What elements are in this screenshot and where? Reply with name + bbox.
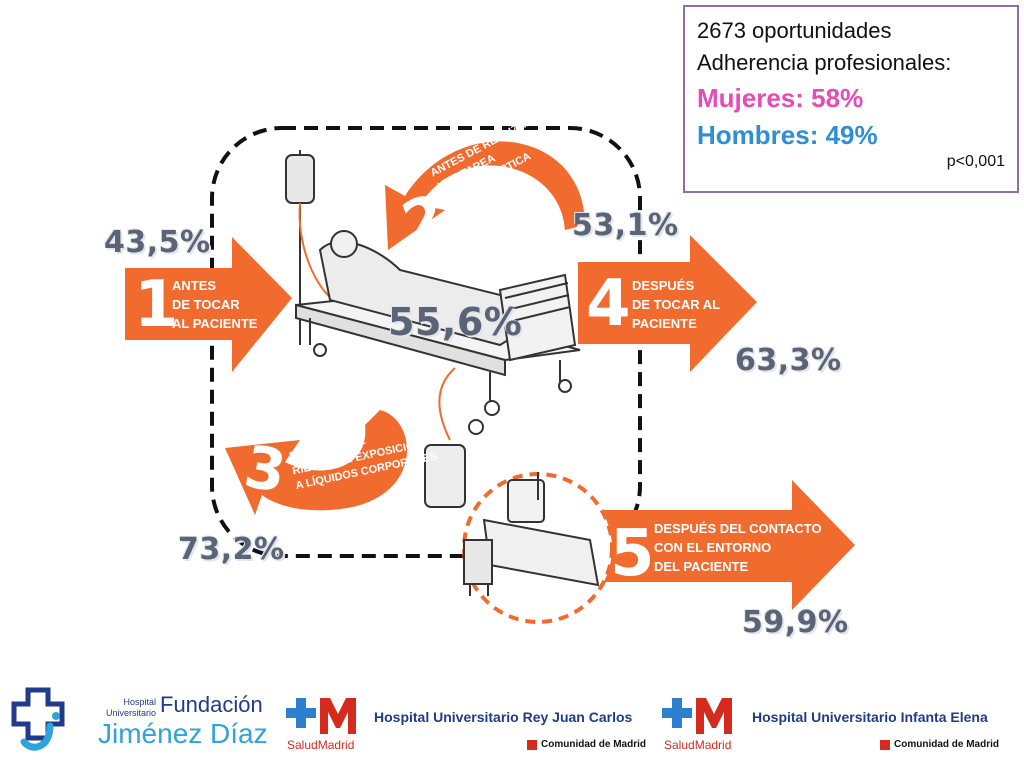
- hospital-bed-illustration: [285, 150, 581, 508]
- environment-bed-illustration: [463, 472, 600, 596]
- moment-2-arrow: [385, 141, 585, 250]
- moment-4-label: DESPUÉS DE TOCAR AL PACIENTE: [632, 276, 720, 333]
- moment-4-line: DE TOCAR AL: [632, 297, 721, 312]
- fjd-small-line: Hospital: [123, 697, 156, 707]
- footer-logos: Hospital Universitario Fundación Jiménez…: [0, 676, 1024, 768]
- moment-3-percent: 73,2%: [178, 532, 285, 567]
- fjd-small-line: Universitario: [105, 708, 156, 718]
- comunidad-madrid-1-text: Comunidad de Madrid: [541, 739, 646, 750]
- moment-4-number: 4: [586, 267, 631, 341]
- moment-4-percent: 63,3%: [735, 343, 842, 378]
- moment-1-line: ANTES: [172, 278, 217, 293]
- moment-5-percent: 59,9%: [742, 605, 849, 640]
- moment-4-line: PACIENTE: [632, 316, 697, 331]
- moment-5-line: DEL PACIENTE: [654, 559, 749, 574]
- moment-3-arrow: [225, 410, 408, 515]
- fjd-name-1: Fundación: [160, 692, 263, 717]
- saludmadrid-logo-icon: [662, 698, 732, 734]
- hospital-infanta-elena: Hospital Universitario Infanta Elena: [752, 709, 988, 725]
- adherence-label: Adherencia profesionales:: [697, 50, 952, 75]
- fjd-logo-icon: [11, 687, 65, 751]
- hospital-rey-juan-carlos: Hospital Universitario Rey Juan Carlos: [374, 709, 633, 725]
- moment-2-percent: 53,1%: [572, 208, 679, 243]
- moment-1-arrow: [125, 237, 292, 372]
- men-adherence: Hombres: 49%: [697, 120, 878, 150]
- comunidad-madrid-flag-icon: [527, 740, 537, 750]
- saludmadrid-1-text: SaludMadrid: [287, 738, 355, 752]
- moment-4-arrow: [578, 235, 757, 372]
- moment-1-line: AL PACIENTE: [172, 316, 258, 331]
- fjd-small-text: Hospital Universitario: [98, 697, 156, 719]
- moment-5-number: 5: [610, 517, 655, 591]
- saludmadrid-2-text: SaludMadrid: [664, 738, 732, 752]
- moment-5-arrow: [600, 480, 855, 610]
- info-box: 2673 oportunidades Adherencia profesiona…: [683, 5, 1019, 193]
- comunidad-madrid-2-text: Comunidad de Madrid: [894, 739, 999, 750]
- women-adherence: Mujeres: 58%: [697, 83, 864, 113]
- moment-1-line: DE TOCAR: [172, 297, 240, 312]
- opportunities-text: 2673 oportunidades: [697, 18, 892, 43]
- moment-5-line: DESPUÉS DEL CONTACTO: [654, 521, 822, 536]
- moment-1-label: ANTES DE TOCAR AL PACIENTE: [172, 276, 257, 333]
- fjd-name-2: Jiménez Díaz: [98, 718, 268, 749]
- p-value: p<0,001: [946, 153, 1005, 170]
- moment-5-label: DESPUÉS DEL CONTACTO CON EL ENTORNO DEL …: [654, 519, 822, 576]
- overall-percent: 55,6%: [388, 300, 523, 344]
- saludmadrid-logo-icon: [286, 698, 356, 734]
- moment-1-number: 1: [134, 268, 179, 342]
- moment-1-percent: 43,5%: [104, 225, 211, 260]
- moment-5-line: CON EL ENTORNO: [654, 540, 772, 555]
- moment-4-line: DESPUÉS: [632, 278, 695, 293]
- comunidad-madrid-flag-icon: [880, 740, 890, 750]
